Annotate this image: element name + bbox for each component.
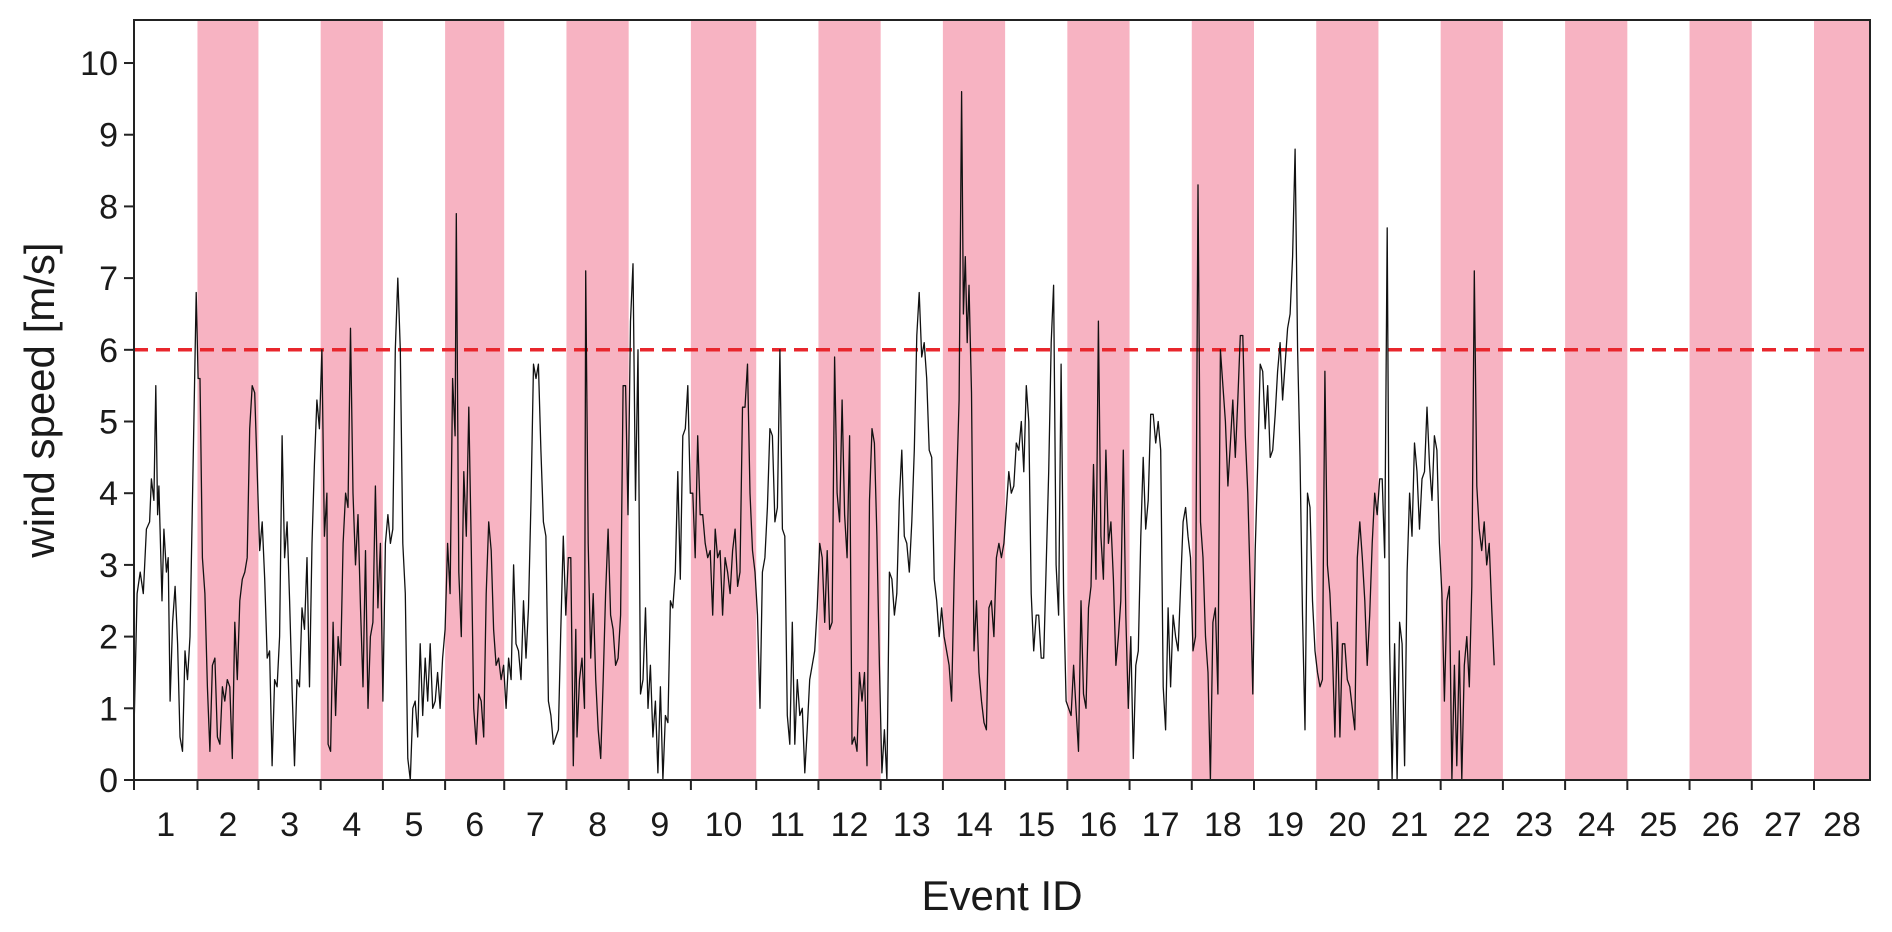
event-band-28 bbox=[1814, 20, 1870, 780]
event-band-12 bbox=[818, 20, 881, 780]
y-tick-label: 3 bbox=[99, 547, 118, 585]
event-band-14 bbox=[942, 20, 1006, 780]
x-tick-label: 12 bbox=[831, 806, 869, 844]
x-tick-label: 19 bbox=[1266, 806, 1304, 844]
y-tick-label: 8 bbox=[99, 188, 118, 226]
x-tick-label: 9 bbox=[650, 806, 669, 844]
y-tick-label: 5 bbox=[99, 404, 118, 442]
y-tick-label: 9 bbox=[99, 117, 118, 155]
event-shading bbox=[197, 20, 1870, 780]
x-tick-label: 4 bbox=[342, 806, 361, 844]
x-tick-label: 20 bbox=[1328, 806, 1366, 844]
x-tick-label: 28 bbox=[1823, 806, 1861, 844]
x-tick-label: 23 bbox=[1515, 806, 1553, 844]
y-tick-label: 6 bbox=[99, 332, 118, 370]
x-tick-label: 6 bbox=[465, 806, 484, 844]
x-tick-label: 27 bbox=[1764, 806, 1802, 844]
event-band-16 bbox=[1067, 20, 1130, 780]
event-band-24 bbox=[1565, 20, 1628, 780]
x-tick-label: 15 bbox=[1017, 806, 1055, 844]
x-tick-label: 26 bbox=[1702, 806, 1740, 844]
y-tick-label: 0 bbox=[99, 762, 118, 800]
x-tick-label: 7 bbox=[526, 806, 545, 844]
event-band-2 bbox=[197, 20, 259, 780]
x-tick-label: 1 bbox=[156, 806, 175, 844]
x-axis-ticks: 1 2 3 4 5 6 7 8 9 10 11 12 13 14 15 16 17 18 19 20 21 22 23 24 2… bbox=[133, 780, 1861, 844]
x-tick-label: 24 bbox=[1577, 806, 1615, 844]
y-tick-label: 2 bbox=[99, 619, 118, 657]
x-tick-label: 3 bbox=[280, 806, 299, 844]
y-tick-label: 4 bbox=[99, 475, 118, 513]
x-tick-label: 11 bbox=[770, 806, 805, 844]
x-tick-label: 22 bbox=[1453, 806, 1491, 844]
x-tick-label: 5 bbox=[405, 806, 424, 844]
y-axis-ticks: 0 1 2 3 4 5 6 7 8 9 10 bbox=[80, 45, 134, 800]
y-tick-label: 1 bbox=[99, 690, 118, 728]
x-tick-label: 25 bbox=[1640, 806, 1678, 844]
series-line-0 bbox=[133, 91, 1495, 781]
x-axis-title: Event ID bbox=[921, 872, 1082, 919]
plot-frame bbox=[133, 19, 1871, 781]
x-tick-label: 17 bbox=[1142, 806, 1180, 844]
y-tick-label: 7 bbox=[99, 260, 118, 298]
x-tick-label: 16 bbox=[1080, 806, 1118, 844]
y-tick-label: 10 bbox=[80, 45, 118, 83]
event-band-18 bbox=[1191, 20, 1254, 780]
x-tick-label: 14 bbox=[955, 806, 993, 844]
x-tick-label: 10 bbox=[705, 806, 743, 844]
x-tick-label: 21 bbox=[1391, 806, 1429, 844]
event-band-26 bbox=[1689, 20, 1752, 780]
x-tick-label: 8 bbox=[588, 806, 607, 844]
x-tick-label: 2 bbox=[218, 806, 237, 844]
x-tick-label: 18 bbox=[1204, 806, 1242, 844]
event-band-22 bbox=[1440, 20, 1503, 780]
series-layer bbox=[133, 91, 1495, 781]
event-band-10 bbox=[690, 20, 757, 780]
y-axis-title: wind speed [m/s] bbox=[16, 242, 63, 558]
x-tick-label: 13 bbox=[893, 806, 931, 844]
